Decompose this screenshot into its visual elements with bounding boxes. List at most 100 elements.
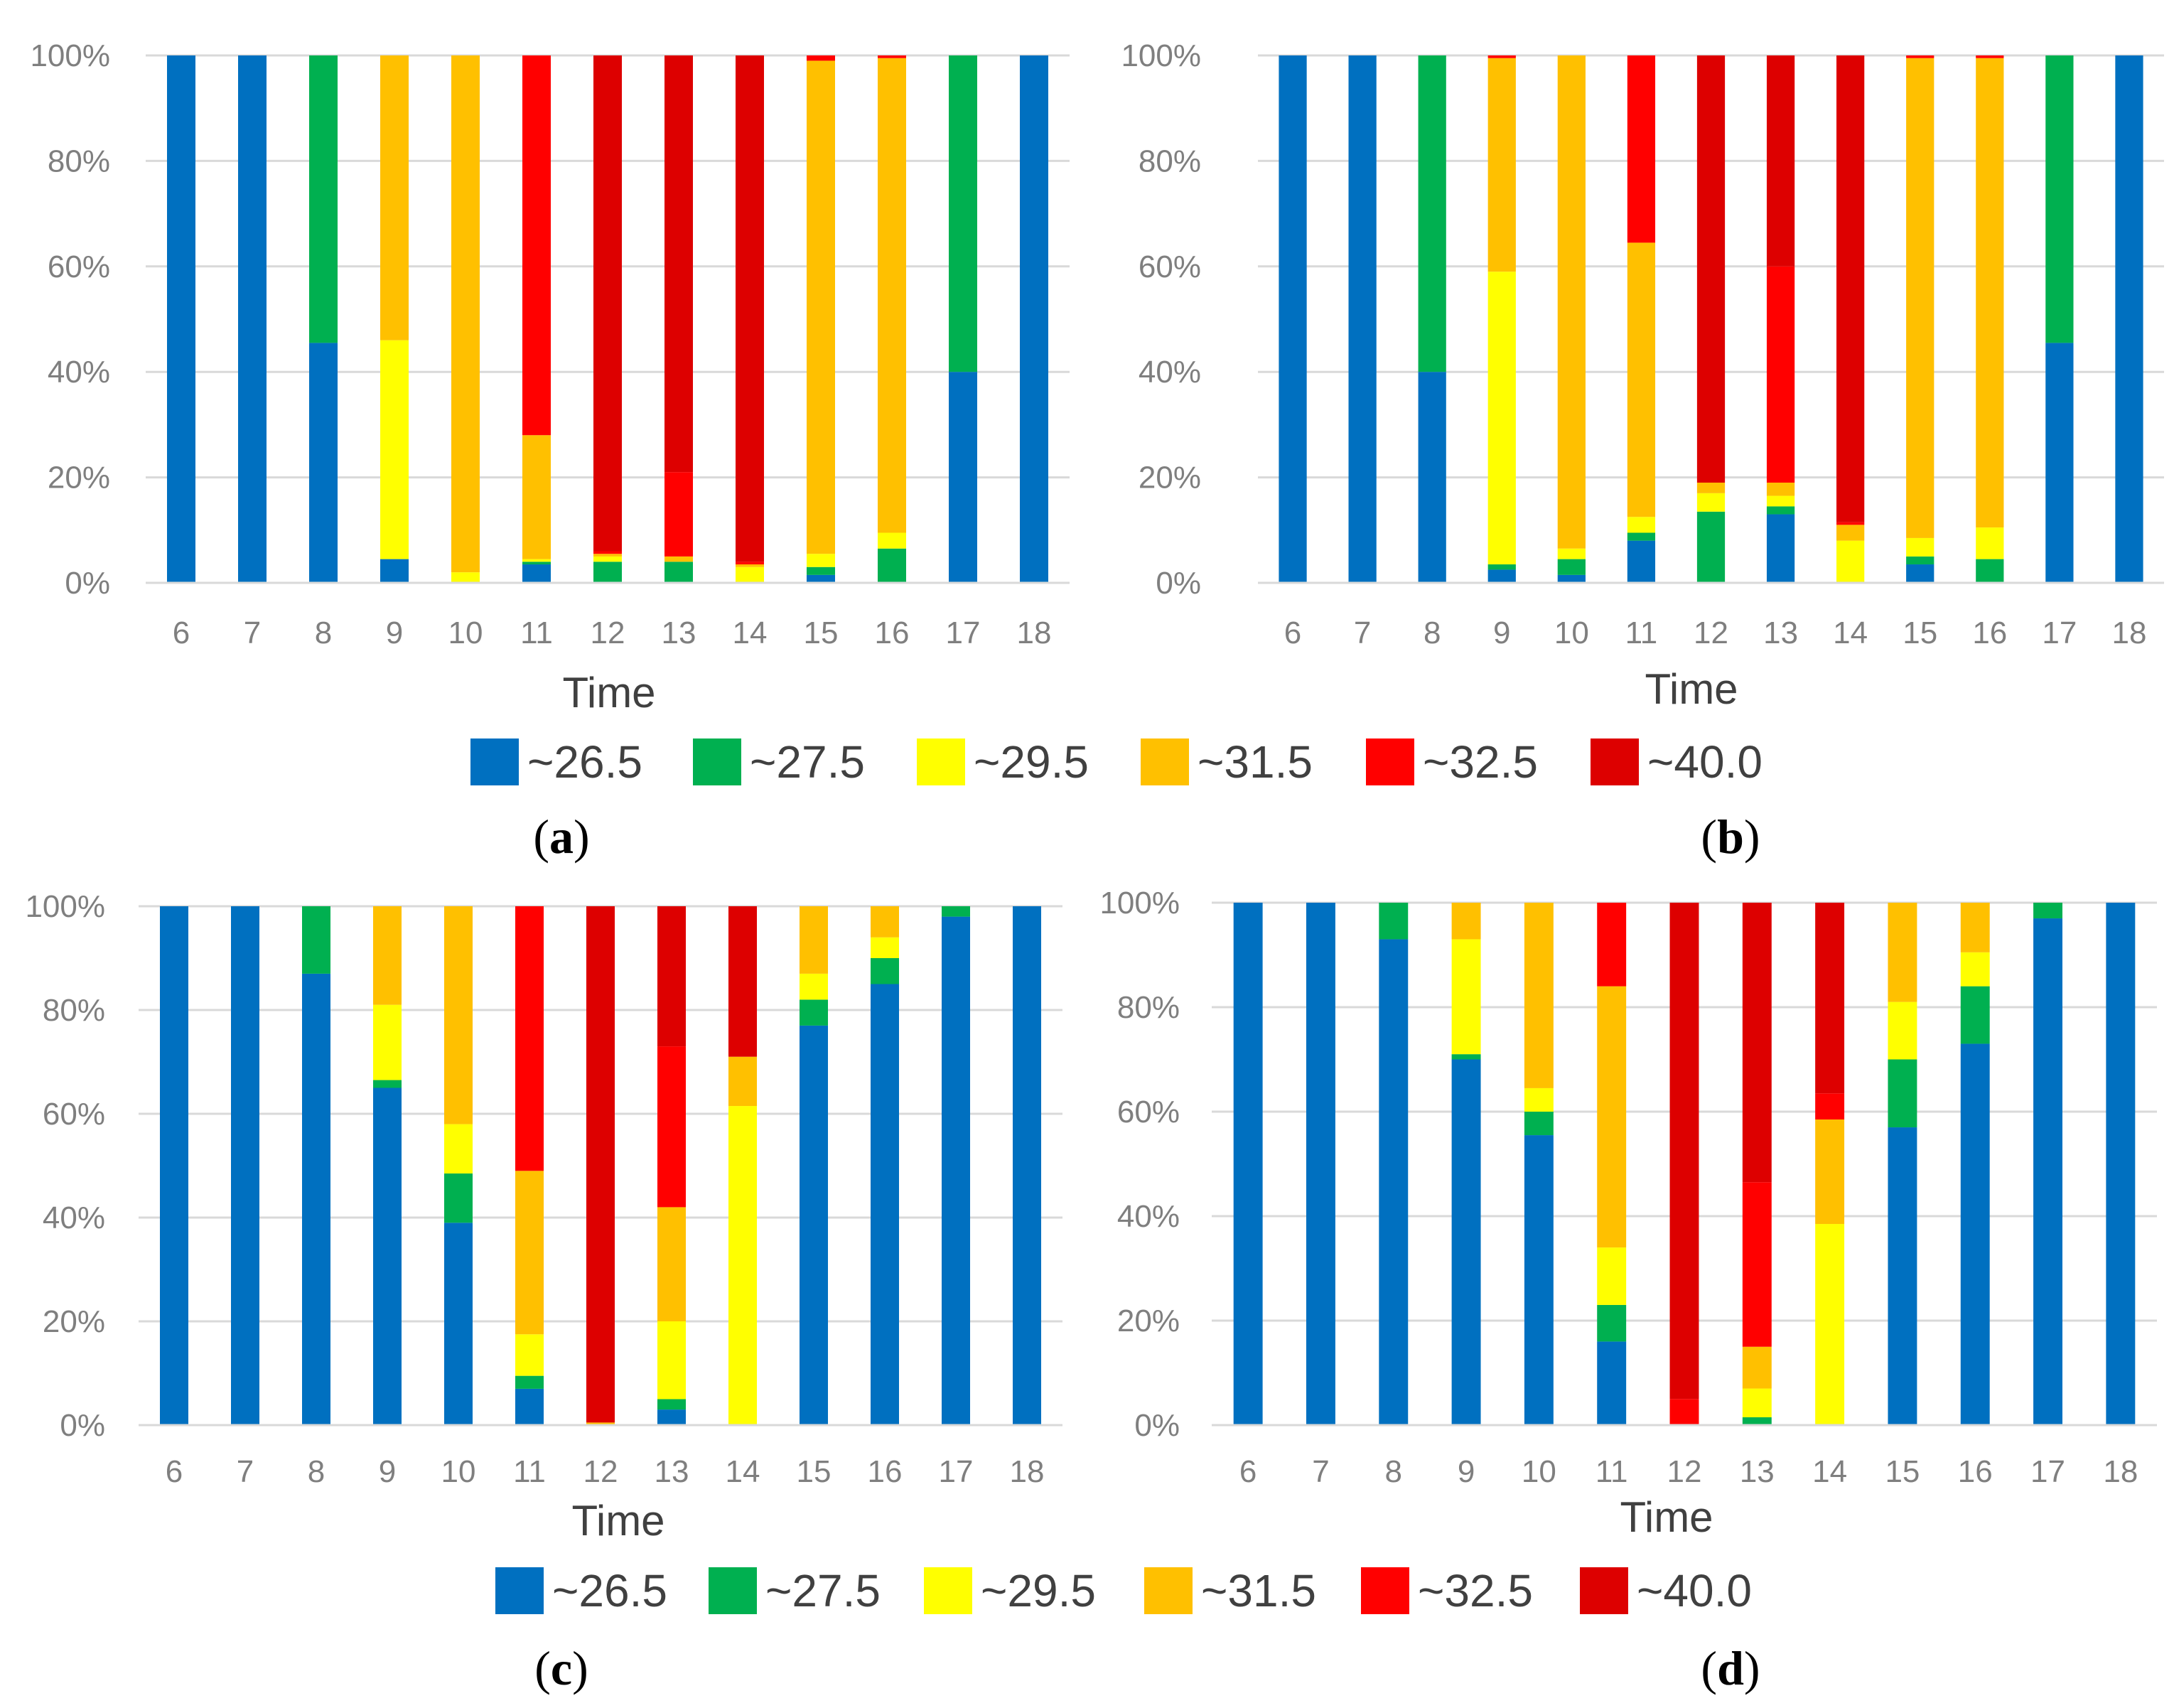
- panel-label-a: (a): [533, 810, 589, 864]
- bar-segment: [1906, 564, 1934, 583]
- bar-segment: [664, 472, 693, 557]
- y-tick-label: 40%: [1139, 355, 1201, 390]
- bar-segment: [1451, 903, 1481, 940]
- bar-segment: [1487, 569, 1516, 583]
- bar-segment: [1020, 55, 1048, 583]
- bar-segment: [657, 1207, 686, 1321]
- legend-swatch: [1580, 1567, 1628, 1614]
- bar-segment: [664, 55, 693, 473]
- y-tick-label: 80%: [1139, 144, 1201, 178]
- bar-segment: [1888, 1059, 1917, 1128]
- legend-swatch: [1144, 1567, 1193, 1614]
- bar-segment: [522, 562, 551, 565]
- bar-segment: [302, 973, 330, 1425]
- x-tick-label: 15: [1903, 616, 1937, 650]
- bar-segment: [309, 343, 338, 583]
- bar-segment: [1766, 514, 1795, 583]
- bar-segment: [515, 1388, 544, 1425]
- x-axis-title: Time: [1620, 1493, 1713, 1541]
- x-axis-title: Time: [571, 1497, 664, 1545]
- bar-segment: [1557, 548, 1586, 559]
- bar-segment: [1742, 1417, 1772, 1425]
- x-tick-label: 17: [939, 1454, 974, 1489]
- bar-segment: [1742, 1346, 1772, 1389]
- legend-label: ~40.0: [1637, 1565, 1752, 1616]
- bar-segment: [1960, 986, 1990, 1044]
- bar-segment: [1348, 55, 1377, 583]
- x-tick-label: 12: [1667, 1454, 1702, 1489]
- legend-swatch: [1591, 738, 1639, 785]
- bar-segment: [1696, 511, 1726, 583]
- legend-label: ~40.0: [1647, 736, 1763, 788]
- y-tick-label: 40%: [1117, 1199, 1180, 1234]
- bar-segment: [871, 958, 899, 984]
- legend-label: ~27.5: [750, 736, 865, 788]
- bar-segment: [1766, 483, 1795, 496]
- bar-segment: [1766, 495, 1795, 507]
- bar-segment: [1279, 55, 1307, 583]
- bar-segment: [1742, 903, 1772, 1183]
- x-tick-label: 11: [1595, 1454, 1628, 1489]
- bar-segment: [167, 55, 195, 583]
- bar-segment: [878, 58, 906, 533]
- bar-segment: [380, 340, 409, 559]
- bar-segment: [1597, 986, 1627, 1248]
- bar-segment: [878, 548, 906, 583]
- x-tick-label: 15: [804, 616, 839, 650]
- bar-segment: [1836, 522, 1865, 525]
- legend-swatch: [709, 1567, 757, 1614]
- x-tick-label: 12: [1694, 616, 1728, 650]
- bar-segment: [522, 559, 551, 562]
- bar-segment: [1451, 939, 1481, 1055]
- legend-label: ~26.5: [552, 1565, 667, 1616]
- bar-segment: [593, 55, 622, 552]
- bar-segment: [1960, 1043, 1990, 1425]
- bar-segment: [444, 906, 473, 1124]
- bar-segment: [1669, 1399, 1699, 1425]
- bar-segment: [1524, 903, 1554, 1088]
- y-tick-label: 80%: [48, 144, 110, 178]
- x-tick-label: 13: [655, 1454, 689, 1489]
- bar-segment: [664, 556, 693, 562]
- chart-panel-c: 0% 20% 40% 60% 80% 100% 6 7 8 9 10 11 12 13 14 15 16 17 18…: [25, 889, 1062, 1545]
- legend-swatch: [917, 738, 965, 785]
- x-tick-label: 10: [441, 1454, 476, 1489]
- y-tick-label: 0%: [1156, 566, 1201, 601]
- bar-segment: [657, 906, 686, 1047]
- bar-segment: [373, 1004, 402, 1080]
- x-tick-label: 14: [1812, 1454, 1847, 1489]
- bar-segment: [871, 984, 899, 1425]
- x-tick-label: 7: [237, 1454, 254, 1489]
- bar-segment: [949, 55, 977, 372]
- x-tick-label: 8: [1424, 616, 1441, 650]
- x-tick-label: 17: [2042, 616, 2077, 650]
- bar-segment: [522, 435, 551, 559]
- y-tick-label: 0%: [60, 1408, 105, 1443]
- bar-segment: [1627, 55, 1656, 243]
- x-tick-label: 9: [386, 616, 403, 650]
- bar-segment: [1524, 1087, 1554, 1112]
- y-tick-label: 40%: [43, 1201, 105, 1235]
- bar-segment: [728, 1106, 757, 1425]
- legend-swatch: [1141, 738, 1189, 785]
- chart-panel-d: 0% 20% 40% 60% 80% 100% 6 7 8 9 10 11 12 13 14 15 16 17 18…: [1099, 886, 2157, 1541]
- y-tick-label: 40%: [48, 355, 110, 390]
- x-tick-label: 10: [1522, 1454, 1556, 1489]
- y-tick-label: 20%: [43, 1304, 105, 1339]
- x-tick-label: 14: [1833, 616, 1868, 650]
- bar-segment: [1742, 1182, 1772, 1347]
- bar-segment: [800, 906, 828, 974]
- bar-segment: [1487, 55, 1516, 58]
- bar-segment: [1696, 55, 1726, 483]
- x-tick-label: 14: [733, 616, 768, 650]
- bar-segment: [949, 372, 977, 583]
- bar-segment: [1306, 903, 1335, 1425]
- bar-segment: [1836, 540, 1865, 583]
- x-tick-label: 9: [1458, 1454, 1475, 1489]
- bar-segment: [1487, 564, 1516, 570]
- y-tick-label: 100%: [30, 38, 110, 73]
- panel-label-d: (d): [1701, 1641, 1760, 1695]
- bar-segment: [1742, 1388, 1772, 1417]
- legend-swatch: [495, 1567, 544, 1614]
- x-tick-label: 11: [1625, 616, 1658, 650]
